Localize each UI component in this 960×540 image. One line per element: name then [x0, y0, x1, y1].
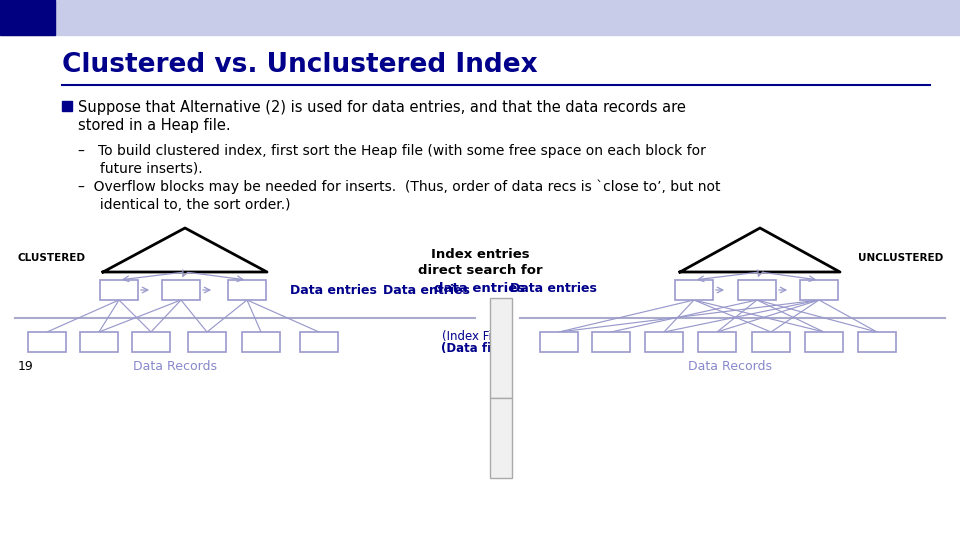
Bar	[858, 332, 896, 352]
Text: Data Records: Data Records	[133, 360, 217, 373]
Bar	[645, 332, 683, 352]
Text: identical to, the sort order.): identical to, the sort order.)	[78, 198, 291, 212]
Bar	[300, 332, 338, 352]
Bar	[0, 0, 960, 35]
Bar	[675, 280, 713, 300]
Bar	[738, 280, 776, 300]
Text: Clustered vs. Unclustered Index: Clustered vs. Unclustered Index	[62, 52, 538, 78]
Text: Data entries: Data entries	[510, 281, 597, 294]
Text: (Index File): (Index File)	[443, 330, 508, 343]
Text: UNCLUSTERED: UNCLUSTERED	[858, 253, 944, 263]
Bar	[592, 332, 630, 352]
Bar	[800, 280, 838, 300]
Text: Index entries: Index entries	[431, 248, 529, 261]
Bar	[132, 332, 170, 352]
Bar	[0, 0, 55, 35]
Bar	[805, 332, 843, 352]
Text: future inserts).: future inserts).	[78, 162, 203, 176]
Text: 19: 19	[18, 360, 34, 373]
Bar	[62, 101, 72, 111]
Bar	[80, 332, 118, 352]
Bar	[162, 280, 200, 300]
Bar	[188, 332, 226, 352]
Bar	[242, 332, 280, 352]
Text: Data entries: Data entries	[383, 284, 470, 296]
Text: Suppose that Alternative (2) is used for data entries, and that the data records: Suppose that Alternative (2) is used for…	[78, 100, 685, 115]
Bar	[752, 332, 790, 352]
Text: (Data file): (Data file)	[442, 342, 509, 355]
Text: –   To build clustered index, first sort the Heap file (with some free space on : – To build clustered index, first sort t…	[78, 144, 706, 158]
Text: –  Overflow blocks may be needed for inserts.  (Thus, order of data recs is `clo: – Overflow blocks may be needed for inse…	[78, 180, 721, 194]
Text: CLUSTERED: CLUSTERED	[18, 253, 86, 263]
Text: direct search for: direct search for	[418, 264, 542, 277]
Bar	[540, 332, 578, 352]
Bar	[490, 298, 512, 398]
Text: Data Records: Data Records	[688, 360, 772, 373]
Bar	[100, 280, 138, 300]
Bar	[490, 398, 512, 478]
Bar	[28, 332, 66, 352]
Bar	[228, 280, 266, 300]
Text: stored in a Heap file.: stored in a Heap file.	[78, 118, 230, 133]
Text: data entries: data entries	[435, 282, 525, 295]
Bar	[698, 332, 736, 352]
Text: Data entries: Data entries	[290, 284, 377, 296]
